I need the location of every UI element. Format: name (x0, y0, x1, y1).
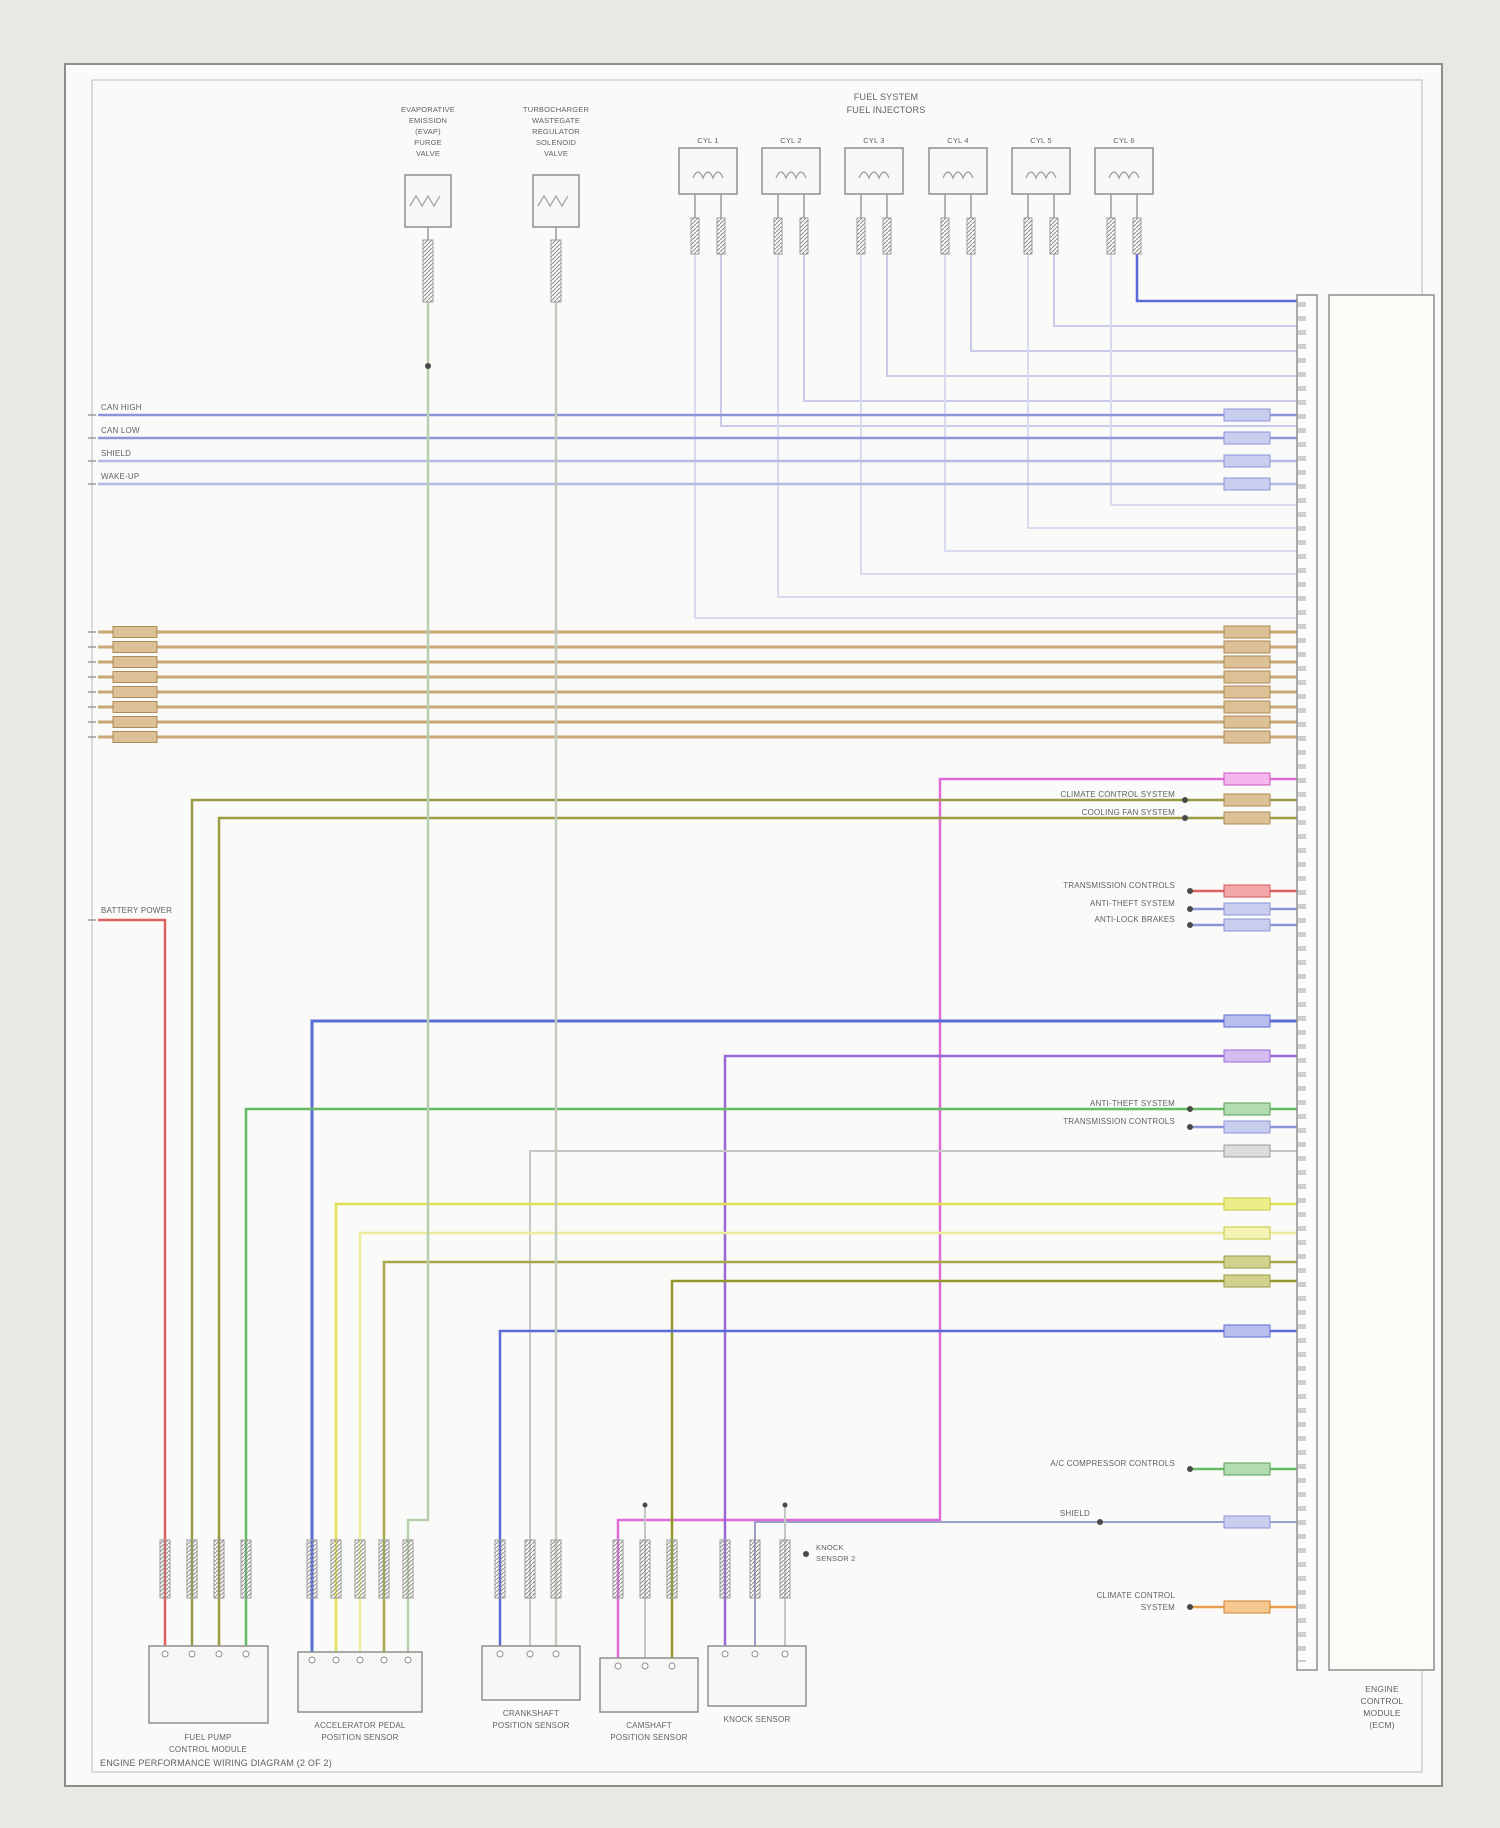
app-ground-wire-olive (382, 1260, 1297, 1652)
sysref-abs: ANTI-LOCK BRAKES (1094, 915, 1175, 924)
camshaft-supply-wire-olive (670, 1279, 1297, 1658)
junction-dots (425, 363, 1193, 1610)
ecm-connector-strip (1296, 294, 1318, 1671)
evap-valve-label: EVAPORATIVE (401, 105, 455, 114)
bottom-component-fuel-pump-module (148, 1645, 269, 1724)
wastegate-label: SOLENOID (536, 138, 577, 147)
ecm-label: MODULE (1363, 1708, 1401, 1718)
knock-shield-wire (754, 1521, 1297, 1646)
wastegate-label: TURBOCHARGER (523, 105, 590, 114)
bottom-component-camshaft-sensor (599, 1657, 699, 1713)
fuel-injector-bank (678, 147, 1154, 218)
ecm-label: (ECM) (1369, 1720, 1395, 1730)
top-component-evap-valve (404, 174, 452, 240)
accel-pedal-label: ACCELERATOR PEDAL (314, 1721, 405, 1730)
tan-harness-bundle (98, 630, 1297, 739)
evap-valve-label: EMISSION (409, 116, 447, 125)
crank-sensor-ground-gray (529, 1150, 1297, 1646)
evap-valve-label: PURGE (414, 138, 442, 147)
sysref-shield: SHIELD (1060, 1509, 1090, 1518)
knock-sensor-label: KNOCK SENSOR (724, 1715, 791, 1724)
diagram-footer: ENGINE PERFORMANCE WIRING DIAGRAM (2 OF … (100, 1758, 332, 1768)
fuel-pump-module-label: FUEL PUMP (184, 1733, 231, 1742)
injector-coil-symbols (692, 171, 1140, 180)
app-sensor-supply-wire-blue (310, 1019, 1297, 1652)
injector-pin-stubs (694, 194, 1138, 218)
wastegate-label: REGULATOR (532, 127, 580, 136)
cyl-label: CYL 4 (947, 136, 969, 145)
bus-label: SHIELD (101, 449, 131, 458)
labels-layer: FUEL SYSTEM FUEL INJECTORS CYL 1 CYL 2 C… (100, 92, 1404, 1768)
knock-sensor-2-label: SENSOR 2 (816, 1554, 856, 1563)
camshaft-label: CAMSHAFT (626, 1721, 672, 1730)
sysref-climate-2: CLIMATE CONTROL (1097, 1591, 1176, 1600)
climate-olive-wire-2 (217, 816, 1297, 1646)
cyl-label: CYL 2 (780, 136, 802, 145)
injector-bank-subtitle: FUEL INJECTORS (847, 105, 926, 115)
cyl-label: CYL 3 (863, 136, 885, 145)
bottom-component-crankshaft-sensor (481, 1645, 581, 1701)
climate-olive-wire-1 (190, 798, 1297, 1646)
bottom-component-knock-sensor (707, 1645, 807, 1707)
harness-connector-blocks (112, 408, 1271, 1614)
app-signal-wire-yellow-1 (334, 1202, 1297, 1652)
wastegate-label: WASTEGATE (532, 116, 580, 125)
accel-pedal-label: POSITION SENSOR (321, 1733, 398, 1742)
bus-label: CAN HIGH (101, 403, 142, 412)
sysref-transmission-2: TRANSMISSION CONTROLS (1063, 1117, 1175, 1126)
inline-connector-hatches (159, 217, 1142, 1599)
battery-feed-wire-red (98, 918, 167, 1646)
crankshaft-label: CRANKSHAFT (503, 1709, 559, 1718)
top-component-wastegate-valve (532, 174, 580, 240)
injector-bank-title: FUEL SYSTEM (854, 92, 918, 102)
ecm-label: ENGINE (1365, 1684, 1399, 1694)
crankshaft-label: POSITION SENSOR (492, 1721, 569, 1730)
knock-sensor-2-label: KNOCK (816, 1543, 844, 1552)
sysref-anti-theft: ANTI-THEFT SYSTEM (1090, 899, 1175, 908)
camshaft-label: POSITION SENSOR (610, 1733, 687, 1742)
knock-sensor-wire-purple (723, 1054, 1297, 1646)
cyl-label: CYL 1 (697, 136, 719, 145)
sysref-climate-2: SYSTEM (1141, 1603, 1175, 1612)
cyl-label: CYL 6 (1113, 136, 1135, 145)
ecm-label: CONTROL (1361, 1696, 1404, 1706)
cyl-label: CYL 5 (1030, 136, 1052, 145)
left-edge-ticks (88, 414, 96, 921)
bus-label: WAKE-UP (101, 472, 139, 481)
battery-feed-label: BATTERY POWER (101, 906, 172, 915)
can-bus-wires (98, 413, 1297, 486)
sysref-transmission: TRANSMISSION CONTROLS (1063, 881, 1175, 890)
sysref-anti-theft-2: ANTI-THEFT SYSTEM (1090, 1099, 1175, 1108)
wastegate-label: VALVE (544, 149, 568, 158)
sysref-cooling-fan: COOLING FAN SYSTEM (1082, 808, 1176, 817)
ecm-body (1328, 294, 1435, 1671)
evap-valve-label: (EVAP) (415, 127, 441, 136)
bus-label: CAN LOW (101, 426, 140, 435)
injector6-control-wire (1135, 254, 1297, 303)
app-signal-wire-yellow-2 (358, 1231, 1297, 1652)
bottom-component-accel-pedal-sensor (297, 1651, 423, 1713)
fuel-pump-green-wire (244, 1107, 1297, 1646)
evap-valve-label: VALVE (416, 149, 440, 158)
sysref-climate: CLIMATE CONTROL SYSTEM (1060, 790, 1175, 799)
sysref-ac-compressor: A/C COMPRESSOR CONTROLS (1050, 1459, 1175, 1468)
fuel-pump-module-label: CONTROL MODULE (169, 1745, 247, 1754)
injector-control-wires (694, 254, 1297, 619)
